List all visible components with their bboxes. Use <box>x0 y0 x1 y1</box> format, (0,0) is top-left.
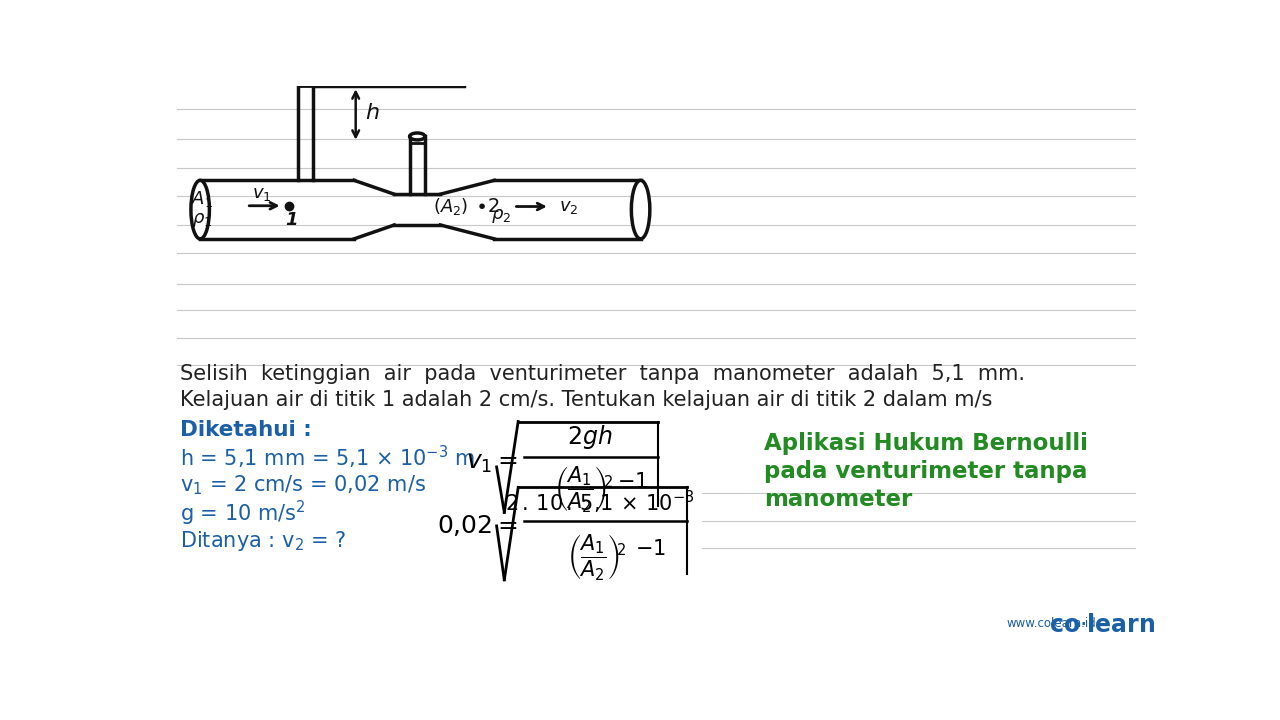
Text: $\rho_2$: $\rho_2$ <box>492 207 512 225</box>
Text: $- 1$: $- 1$ <box>635 539 666 559</box>
Text: $(A_2)$: $(A_2)$ <box>433 196 468 217</box>
Text: h = 5,1 mm = 5,1 $\times$ 10$^{-3}$ m: h = 5,1 mm = 5,1 $\times$ 10$^{-3}$ m <box>180 444 475 471</box>
Text: $\bullet 2$: $\bullet 2$ <box>475 197 499 216</box>
Text: $- 1$: $- 1$ <box>617 472 648 492</box>
Text: Ditanya : v$_2$ = ?: Ditanya : v$_2$ = ? <box>180 528 347 553</box>
Text: Aplikasi Hukum Bernoulli: Aplikasi Hukum Bernoulli <box>764 432 1088 455</box>
Text: $2\,.\,10\,.\,5{,}1\,\times\,10^{-3}$: $2\,.\,10\,.\,5{,}1\,\times\,10^{-3}$ <box>506 489 695 516</box>
Ellipse shape <box>191 180 210 239</box>
Text: Selisih  ketinggian  air  pada  venturimeter  tanpa  manometer  adalah  5,1  mm.: Selisih ketinggian air pada venturimeter… <box>180 364 1025 384</box>
Text: $A_1$: $A_1$ <box>191 189 212 209</box>
Text: $v_2$: $v_2$ <box>559 197 579 215</box>
Text: g = 10 m/s$^2$: g = 10 m/s$^2$ <box>180 498 306 528</box>
Text: $\left(\dfrac{A_1}{A_2}\right)^{\!\!2}$: $\left(\dfrac{A_1}{A_2}\right)^{\!\!2}$ <box>567 531 626 582</box>
Ellipse shape <box>298 69 314 76</box>
Text: Diketahui :: Diketahui : <box>180 420 312 440</box>
Text: v$_1$ = 2 cm/s = 0,02 m/s: v$_1$ = 2 cm/s = 0,02 m/s <box>180 474 426 497</box>
Text: Kelajuan air di titik 1 adalah 2 cm/s. Tentukan kelajuan air di titik 2 dalam m/: Kelajuan air di titik 1 adalah 2 cm/s. T… <box>180 390 992 410</box>
Ellipse shape <box>631 180 650 239</box>
Text: co$\cdot$learn: co$\cdot$learn <box>1048 613 1155 637</box>
Text: $\left(\dfrac{A_1}{A_2}\right)^{\!\!2}$: $\left(\dfrac{A_1}{A_2}\right)^{\!\!2}$ <box>554 464 613 514</box>
Text: pada venturimeter tanpa: pada venturimeter tanpa <box>764 460 1087 483</box>
Text: manometer: manometer <box>764 487 913 510</box>
Text: $\rho_1$: $\rho_1$ <box>192 212 212 230</box>
Text: $2gh$: $2gh$ <box>567 423 613 451</box>
Ellipse shape <box>410 133 425 140</box>
Text: $0{,}02 =$: $0{,}02 =$ <box>436 513 517 539</box>
Text: www.colearn.id: www.colearn.id <box>1006 617 1096 631</box>
Text: $v_1 =$: $v_1 =$ <box>466 451 517 475</box>
Text: 1: 1 <box>285 212 298 230</box>
Text: $v_1$: $v_1$ <box>252 185 271 203</box>
Text: $h$: $h$ <box>365 103 380 123</box>
